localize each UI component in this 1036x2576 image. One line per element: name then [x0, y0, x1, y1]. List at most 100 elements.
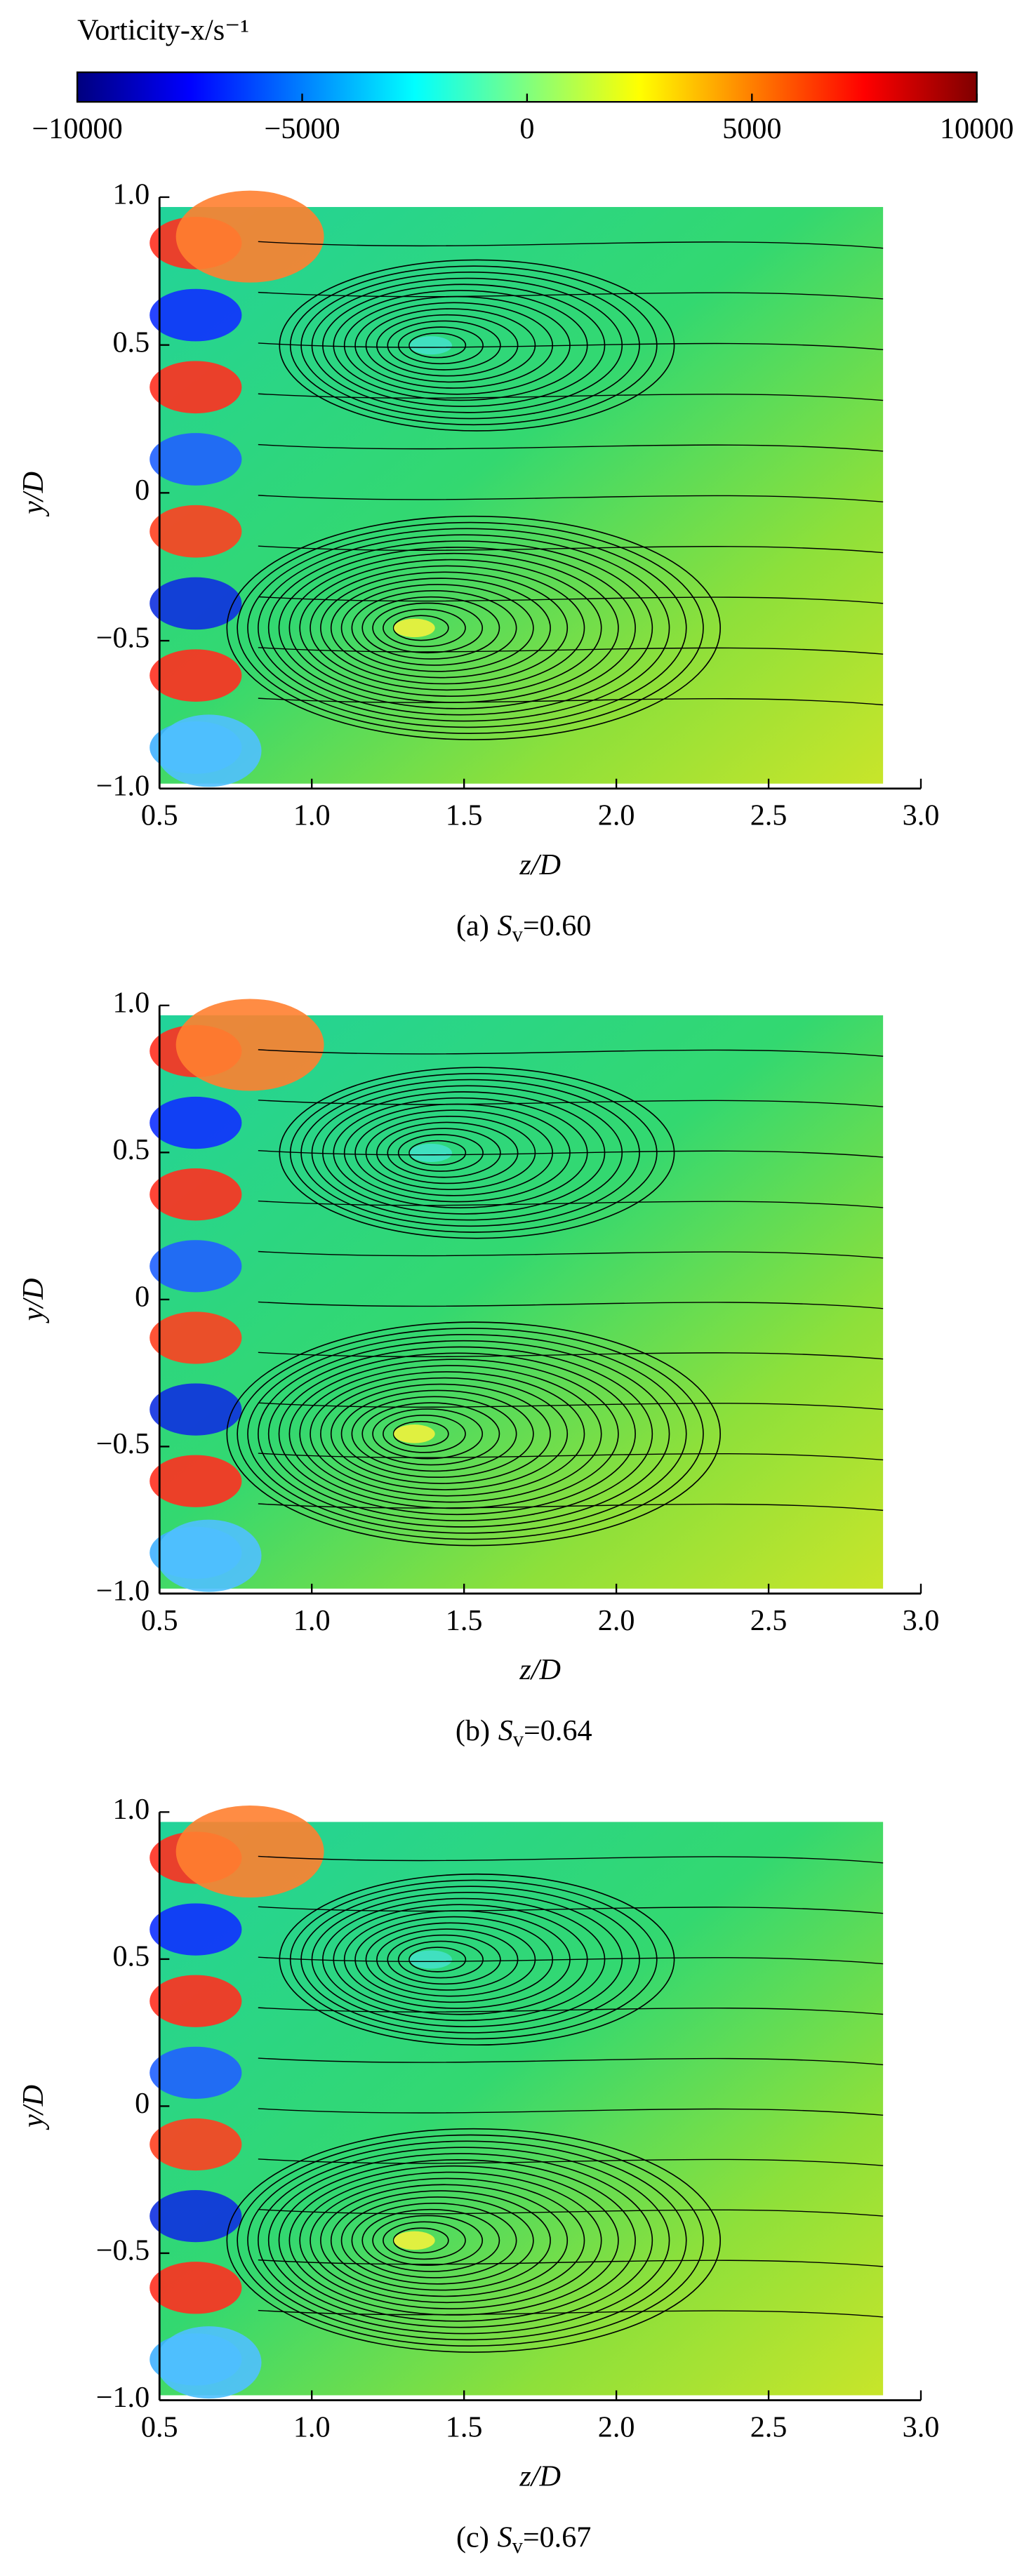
caption-subscript: v [512, 2534, 524, 2558]
x-axis-label: z/D [519, 1653, 561, 1686]
shear-band [150, 1096, 242, 1149]
streamline [258, 534, 670, 722]
streamline [365, 308, 536, 383]
streamline [397, 1134, 484, 1172]
streamline [361, 1402, 500, 1466]
streamline [383, 2221, 466, 2260]
x-tick-label: 3.0 [903, 799, 940, 832]
y-tick-label: 0.5 [112, 326, 150, 359]
streamline [267, 1346, 653, 1521]
x-tick-label: 3.0 [903, 2410, 940, 2443]
y-tick-label: −1.0 [96, 2381, 150, 2414]
corner-vortex [175, 1805, 324, 1898]
shear-band [150, 1903, 242, 1956]
streamline [372, 2215, 484, 2267]
streamline [372, 602, 484, 654]
streamline [258, 2158, 884, 2166]
streamline [392, 2227, 449, 2254]
vortex-core [394, 1424, 435, 1443]
x-tick-label: 1.5 [446, 1604, 483, 1637]
streamline [237, 521, 704, 735]
streamline [397, 326, 484, 365]
streamline [279, 259, 675, 432]
streamline [392, 615, 449, 641]
streamline [258, 2108, 884, 2116]
streamline [409, 1947, 467, 1973]
streamline [299, 559, 602, 697]
colorbar-label: Vorticity-x/s⁻¹ [77, 14, 249, 47]
colorbar-tick-label: 0 [519, 112, 534, 145]
x-tick-label: 1.5 [446, 2410, 483, 2443]
streamline [258, 1250, 884, 1259]
streamline [409, 1140, 467, 1166]
streamline [258, 2209, 884, 2217]
vortex-core [394, 618, 435, 638]
colorbar-tick-label: 10000 [940, 112, 1014, 145]
streamline [320, 2184, 569, 2297]
vorticity-field [159, 1822, 884, 2396]
streamline [226, 2128, 721, 2353]
x-tick-label: 3.0 [903, 1604, 940, 1637]
streamline [258, 2147, 670, 2335]
streamline [299, 2171, 602, 2309]
streamline [310, 2177, 585, 2304]
x-tick-label: 2.0 [598, 2410, 635, 2443]
x-tick-label: 2.5 [750, 2410, 788, 2443]
streamline [258, 647, 884, 655]
streamline [258, 1855, 884, 1864]
flow-field [150, 999, 884, 1592]
streamline [299, 1365, 602, 1503]
corner-vortex [175, 190, 324, 283]
streamline [340, 1389, 534, 1479]
y-tick-label: −0.5 [96, 1427, 150, 1460]
streamline [351, 2202, 517, 2278]
streamline [387, 1128, 501, 1178]
colorbar-tick-label: 5000 [722, 112, 781, 145]
streamline [258, 1402, 884, 1410]
y-axis-label: y/D [17, 1278, 50, 1323]
vortex-core [409, 1143, 452, 1163]
streamline [258, 1352, 884, 1360]
shear-band [150, 1312, 242, 1364]
x-tick-label: 1.5 [446, 799, 483, 832]
shear-band [150, 2262, 242, 2314]
streamline [258, 291, 884, 300]
y-tick-label: −0.5 [96, 622, 150, 655]
streamline [279, 1873, 675, 2046]
shear-band [150, 1383, 242, 1436]
y-tick-label: 0 [135, 474, 150, 507]
streamline [247, 1333, 687, 1534]
caption-label: (a) [456, 909, 489, 942]
y-tick-label: 0 [135, 1281, 150, 1314]
streamline [258, 495, 884, 502]
vorticity-field [159, 1015, 884, 1589]
streamline [376, 1121, 519, 1184]
streamline [361, 2208, 500, 2272]
streamline [376, 314, 519, 377]
x-axis-label: z/D [519, 2460, 561, 2493]
streamline [258, 2007, 884, 2015]
streamline [409, 333, 467, 359]
colorbar-tick-label: −5000 [264, 112, 340, 145]
x-tick-label: 2.5 [750, 1604, 788, 1637]
streamline [322, 1091, 606, 1215]
caption-label: (b) [456, 1714, 490, 1747]
streamline [258, 393, 884, 401]
streamline [237, 2134, 704, 2347]
y-tick-label: 0 [135, 2087, 150, 2120]
y-tick-label: −0.5 [96, 2234, 150, 2267]
caption-value: =0.60 [523, 909, 592, 942]
shear-band [150, 288, 242, 342]
streamline [322, 283, 606, 407]
x-tick-label: 0.5 [141, 1604, 178, 1637]
streamline [258, 1149, 884, 1158]
streamline [387, 1934, 501, 1985]
streamline [258, 1453, 884, 1461]
streamline [226, 515, 721, 740]
x-tick-label: 0.5 [141, 2410, 178, 2443]
corner-vortex [175, 999, 324, 1091]
streamline [237, 1328, 704, 1540]
streamline [376, 1928, 519, 1991]
streamline [289, 1879, 658, 2040]
shear-band [150, 1240, 242, 1293]
